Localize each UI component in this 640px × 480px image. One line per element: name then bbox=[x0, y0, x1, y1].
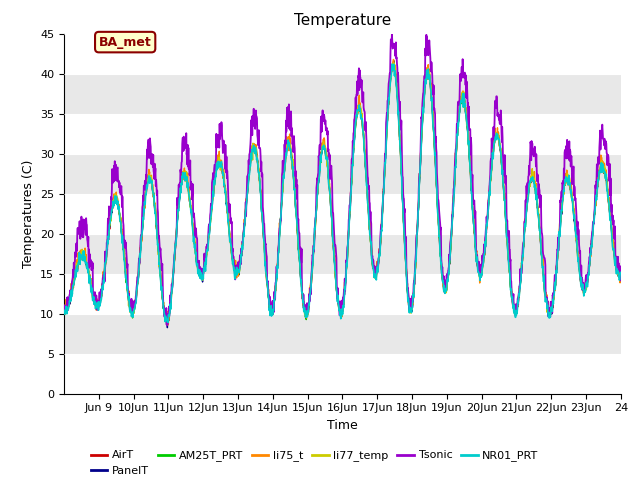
Bar bbox=[64, 274, 621, 313]
Bar bbox=[64, 73, 621, 114]
Title: Temperature: Temperature bbox=[294, 13, 391, 28]
Bar bbox=[64, 114, 621, 154]
Text: BA_met: BA_met bbox=[99, 36, 152, 48]
Legend: AirT, PanelT, AM25T_PRT, li75_t, li77_temp, Tsonic, NR01_PRT: AirT, PanelT, AM25T_PRT, li75_t, li77_te… bbox=[86, 446, 543, 480]
X-axis label: Time: Time bbox=[327, 419, 358, 432]
Bar bbox=[64, 34, 621, 73]
Bar bbox=[64, 354, 621, 394]
Bar bbox=[64, 313, 621, 354]
Bar bbox=[64, 193, 621, 234]
Bar bbox=[64, 154, 621, 193]
Bar bbox=[64, 234, 621, 274]
Y-axis label: Temperatures (C): Temperatures (C) bbox=[22, 159, 35, 268]
